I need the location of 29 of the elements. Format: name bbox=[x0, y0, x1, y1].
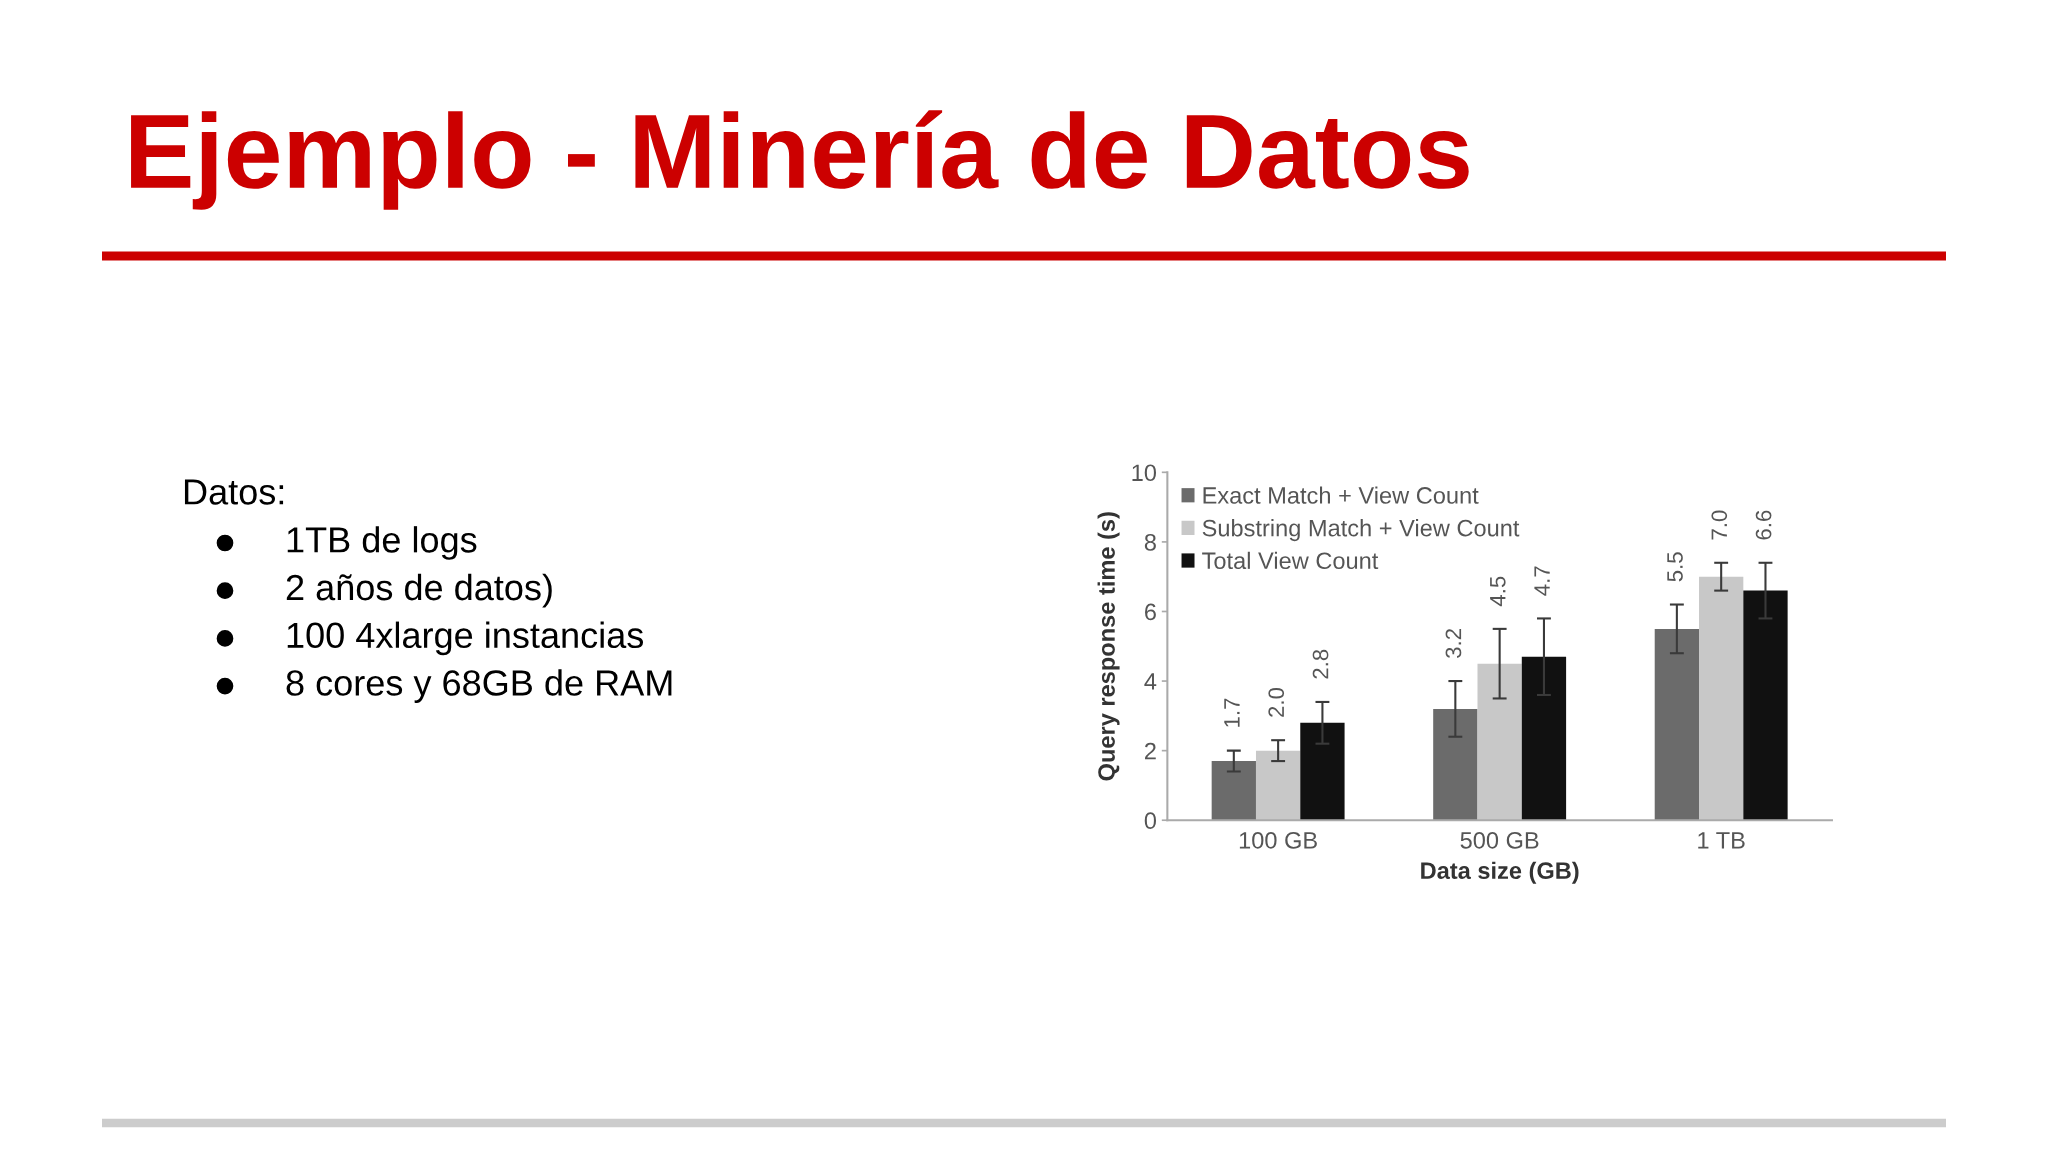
legend-label: Exact Match + View Count bbox=[1203, 486, 1479, 504]
y-tick-label: 10 bbox=[1132, 464, 1157, 482]
y-tick-label: 4 bbox=[1144, 673, 1157, 690]
x-tick-label: 1 TB bbox=[1698, 832, 1745, 849]
data-label: 4.7 bbox=[1534, 566, 1550, 596]
text: Datos: bbox=[184, 479, 284, 505]
y-tick-label: 2 bbox=[1145, 742, 1156, 760]
y-axis-title: Query response time (s) bbox=[1097, 512, 1120, 781]
data-label: 3.2 bbox=[1445, 629, 1462, 658]
data-label: 7.0 bbox=[1711, 510, 1728, 540]
x-tick-label: 100 GB bbox=[1239, 831, 1317, 849]
legend-label: Substring Match + View Count bbox=[1202, 519, 1520, 542]
legend-label: Total View Count bbox=[1202, 551, 1379, 570]
x-axis-title: Data size (GB) bbox=[1421, 861, 1579, 884]
x-tick-label: 500 GB bbox=[1460, 831, 1539, 849]
data-label: 2.0 bbox=[1268, 687, 1285, 717]
text: 1TB de logs bbox=[287, 526, 477, 560]
text: 2 años de datos) bbox=[286, 573, 552, 608]
chart-title: Ejemplo - Minería de Datos bbox=[131, 110, 1469, 210]
data-label: 4.5 bbox=[1490, 576, 1506, 607]
data-label: 5.5 bbox=[1667, 552, 1683, 582]
y-tick-label: 6 bbox=[1145, 603, 1156, 621]
text: 100 4xlarge instancias bbox=[287, 621, 644, 656]
data-label: 2.8 bbox=[1312, 649, 1329, 679]
y-tick-label: 8 bbox=[1144, 533, 1156, 551]
y-tick-label: 0 bbox=[1144, 812, 1157, 830]
data-label: 6.6 bbox=[1755, 510, 1772, 540]
data-label: 1.7 bbox=[1224, 698, 1240, 727]
text: 8 cores y 68GB de RAM bbox=[286, 669, 672, 703]
